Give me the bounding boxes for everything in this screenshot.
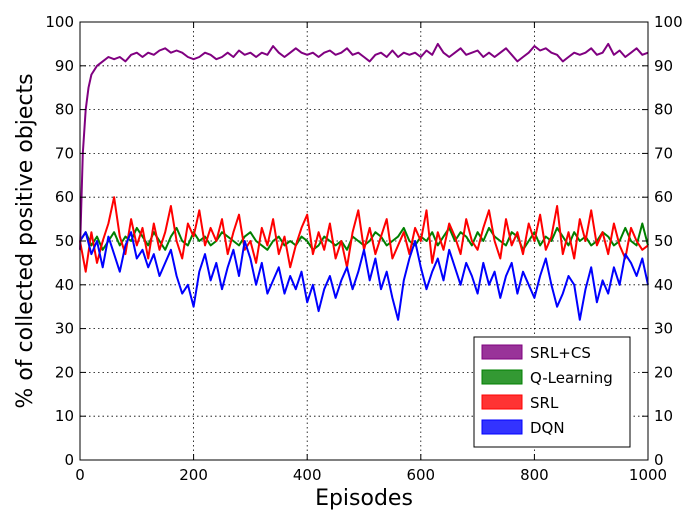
- y-tick-label-left: 20: [55, 363, 74, 381]
- y-tick-label-left: 70: [55, 144, 74, 162]
- series-line-srl-cs: [79, 42, 649, 250]
- y-tick-label-left: 90: [55, 57, 74, 75]
- x-tick-label: 200: [179, 466, 208, 484]
- legend-swatch-dqn: [481, 419, 523, 435]
- y-tick-label-right: 50: [654, 232, 673, 250]
- legend-label-srl-cs: SRL+CS: [530, 344, 591, 362]
- y-axis-label: % of collected positive objects: [13, 73, 38, 408]
- y-tick-label-right: 60: [654, 188, 673, 206]
- y-tick-label-right: 90: [654, 57, 673, 75]
- legend: SRL+CS Q-Learning SRL DQN: [473, 336, 631, 448]
- y-tick-label-right: 0: [654, 451, 664, 469]
- y-tick-label-left: 100: [45, 13, 74, 31]
- y-tick-label-left: 80: [55, 101, 74, 119]
- legend-swatch-q-learning: [481, 369, 523, 385]
- legend-label-srl: SRL: [530, 394, 559, 412]
- y-tick-label-left: 50: [55, 232, 74, 250]
- series-layer: [79, 42, 649, 321]
- y-tick-label-left: 30: [55, 320, 74, 338]
- y-tick-label-right: 40: [654, 276, 673, 294]
- y-tick-label-right: 100: [654, 13, 683, 31]
- legend-swatch-srl-cs: [481, 344, 523, 360]
- series-line-dqn: [79, 231, 649, 321]
- x-axis-label: Episodes: [315, 486, 413, 511]
- x-tick-label: 400: [293, 466, 322, 484]
- y-tick-label-left: 0: [64, 451, 74, 469]
- y-tick-label-right: 10: [654, 407, 673, 425]
- y-tick-label-right: 70: [654, 144, 673, 162]
- x-tick-label: 1000: [629, 466, 667, 484]
- legend-label-dqn: DQN: [530, 419, 565, 437]
- y-tick-label-right: 20: [654, 363, 673, 381]
- legend-swatch-srl: [481, 394, 523, 410]
- legend-label-q-learning: Q-Learning: [530, 369, 613, 387]
- x-tick-label: 600: [406, 466, 435, 484]
- x-tick-label: 0: [75, 466, 85, 484]
- x-tick-label: 800: [520, 466, 549, 484]
- y-tick-label-left: 60: [55, 188, 74, 206]
- y-tick-label-right: 30: [654, 320, 673, 338]
- y-tick-label-right: 80: [654, 101, 673, 119]
- y-tick-label-left: 40: [55, 276, 74, 294]
- y-tick-label-left: 10: [55, 407, 74, 425]
